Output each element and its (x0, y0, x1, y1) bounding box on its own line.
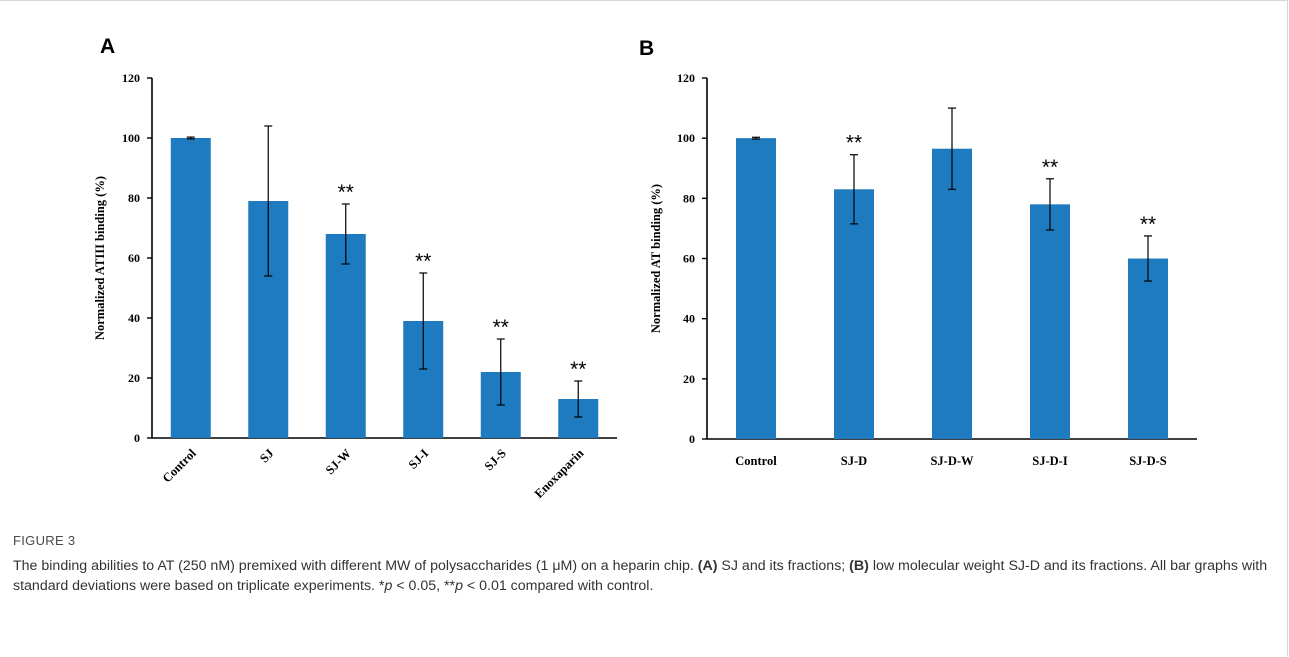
significance-marker: ** (846, 132, 862, 155)
figure-charts: A 0 20 40 60 80 100 120 Normalized ATIII binding… (93, 35, 1197, 501)
category-label: SJ-S (482, 446, 509, 473)
caption-panel-b-ref: (B) (849, 558, 869, 574)
caption-text-5: < 0.01 compared with control. (462, 578, 654, 594)
category-label: SJ-D-I (1032, 454, 1068, 468)
caption-panel-a-ref: (A) (697, 558, 718, 574)
caption-text-1: The binding abilities to AT (250 nM) pre… (13, 558, 698, 574)
category-label: SJ-D-W (930, 454, 974, 468)
y-tick-label: 60 (128, 251, 140, 265)
significance-marker: ** (415, 250, 431, 273)
panel-letter: B (639, 37, 654, 60)
significance-marker: ** (338, 181, 354, 204)
figure-caption: FIGURE 3 The binding abilities to AT (25… (13, 533, 1273, 596)
y-tick-label: 20 (128, 371, 140, 385)
y-axis-label: Normalized AT binding (%) (649, 184, 663, 333)
significance-marker: ** (1140, 213, 1156, 236)
y-tick-label: 0 (134, 431, 140, 445)
y-tick-label: 80 (683, 191, 695, 205)
y-tick-label: 60 (683, 252, 695, 266)
y-tick-label: 40 (683, 312, 695, 326)
caption-text: The binding abilities to AT (250 nM) pre… (13, 556, 1273, 596)
category-label: SJ-W (323, 446, 354, 477)
caption-p-symbol: p (384, 578, 393, 594)
chart-panel-a: A 0 20 40 60 80 100 120 Normalized ATIII binding… (93, 35, 617, 501)
panel-letter: A (100, 35, 115, 58)
caption-text-2: SJ and its fractions; (717, 558, 850, 574)
caption-p-symbol: p (455, 578, 463, 594)
category-label: SJ-D (841, 454, 867, 468)
category-label: Control (160, 446, 200, 486)
y-tick-label: 0 (689, 432, 695, 446)
bar (1128, 258, 1168, 439)
category-label: Control (735, 454, 777, 468)
bar (170, 138, 211, 438)
bar (834, 189, 874, 439)
bar (1030, 204, 1070, 439)
y-tick-label: 120 (122, 71, 140, 85)
figure-label: FIGURE 3 (13, 533, 76, 548)
y-axis-label: Normalized ATIII binding (%) (93, 176, 107, 340)
caption-text-4: < 0.05, ** (392, 578, 456, 594)
significance-marker: ** (493, 316, 509, 339)
y-tick-label: 20 (683, 372, 695, 386)
y-tick-label: 80 (128, 191, 140, 205)
significance-marker: ** (1042, 156, 1058, 179)
caption-text-3: low molecular weight SJ-D and its fracti… (13, 558, 1268, 594)
y-tick-label: 100 (677, 131, 695, 145)
category-label: SJ-I (406, 446, 432, 472)
y-tick-label: 100 (122, 131, 140, 145)
category-label: SJ-D-S (1129, 454, 1167, 468)
bar (736, 138, 776, 439)
bar (325, 234, 366, 438)
chart-panel-b: B 0 20 40 60 80 100 120 Normalized AT binding (%… (639, 37, 1197, 468)
category-label: Enoxaparin (532, 446, 587, 501)
significance-marker: ** (570, 358, 586, 381)
y-tick-label: 120 (677, 71, 695, 85)
category-label: SJ (257, 446, 276, 465)
y-tick-label: 40 (128, 311, 140, 325)
bar (932, 148, 972, 439)
